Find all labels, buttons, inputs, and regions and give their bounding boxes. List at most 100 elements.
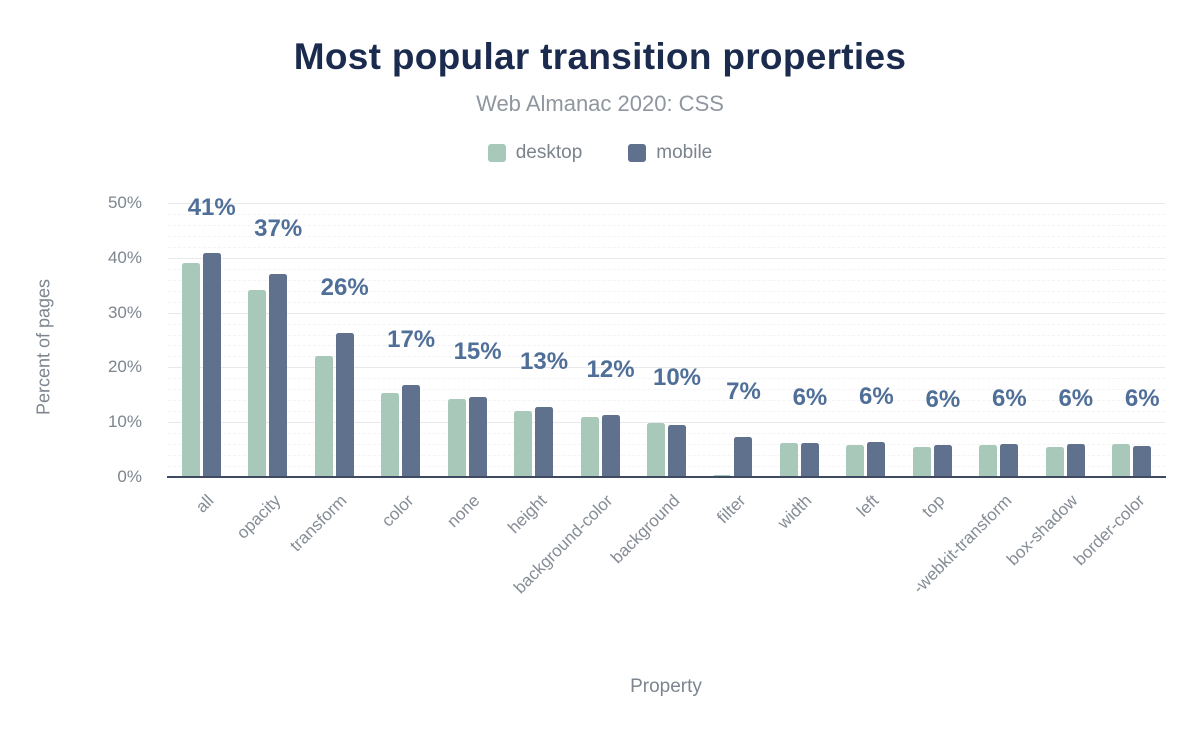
minor-gridline bbox=[168, 246, 1165, 248]
y-tick-label: 40% bbox=[107, 247, 142, 267]
minor-gridline bbox=[168, 455, 1165, 457]
major-gridline bbox=[168, 312, 1165, 314]
mobile-bar bbox=[535, 406, 554, 477]
y-tick-label: 30% bbox=[107, 302, 142, 322]
minor-gridline bbox=[168, 334, 1165, 336]
bar-group-transform bbox=[314, 332, 354, 477]
mobile-bar bbox=[668, 424, 686, 477]
minor-gridline bbox=[168, 224, 1165, 226]
plot-area bbox=[168, 203, 1165, 477]
desktop-bar bbox=[580, 416, 599, 477]
y-axis-title: Percent of pages bbox=[33, 278, 54, 416]
y-tick-label: 10% bbox=[107, 412, 142, 432]
minor-gridline bbox=[168, 279, 1165, 281]
mobile-bar bbox=[867, 442, 886, 477]
minor-gridline bbox=[168, 411, 1165, 413]
chart-subtitle: Web Almanac 2020: CSS bbox=[476, 91, 724, 116]
x-tick-label-filter: filter bbox=[713, 491, 750, 528]
legend-item-desktop: desktop bbox=[487, 142, 583, 164]
x-tick-label-height: height bbox=[503, 491, 550, 538]
mobile-bar bbox=[601, 414, 620, 477]
minor-gridline bbox=[168, 356, 1165, 358]
x-tick-label-top: top bbox=[918, 491, 949, 522]
mobile-bar bbox=[734, 437, 753, 477]
legend-item-mobile: mobile bbox=[628, 142, 712, 164]
bar-group-color bbox=[381, 384, 421, 477]
bar-group-background-color bbox=[580, 414, 620, 477]
desktop-bar bbox=[381, 393, 400, 477]
bar-group-none bbox=[447, 397, 487, 477]
legend-label-desktop: desktop bbox=[515, 142, 583, 163]
mobile-bar bbox=[202, 252, 221, 477]
minor-gridline bbox=[168, 400, 1165, 402]
bar-value-label: 10% bbox=[652, 364, 702, 392]
bar-group-left bbox=[846, 442, 886, 477]
mobile-bar bbox=[468, 397, 487, 477]
bar-value-label: 6% bbox=[925, 385, 961, 413]
desktop-bar bbox=[713, 474, 732, 477]
minor-gridline bbox=[168, 301, 1165, 303]
x-axis-line bbox=[167, 476, 1166, 478]
mobile-bar bbox=[933, 444, 952, 477]
x-tick-label-width: width bbox=[774, 491, 816, 533]
x-tick-label-all: all bbox=[192, 491, 218, 517]
x-tick-label-opacity: opacity bbox=[232, 491, 285, 543]
x-tick-label-color: color bbox=[377, 491, 418, 531]
bar-group-all bbox=[181, 252, 221, 477]
x-tick-label-left: left bbox=[852, 491, 883, 521]
minor-gridline bbox=[168, 433, 1165, 435]
desktop-bar bbox=[181, 262, 200, 477]
bar-value-label: 37% bbox=[254, 214, 303, 242]
bar-value-label: 15% bbox=[453, 338, 502, 365]
desktop-bar bbox=[248, 289, 267, 477]
minor-gridline bbox=[168, 345, 1165, 347]
bar-value-label: 13% bbox=[520, 347, 569, 375]
mobile-bar bbox=[1000, 444, 1019, 477]
minor-gridline bbox=[168, 290, 1165, 292]
bar-value-label: 7% bbox=[726, 378, 761, 405]
x-tick-label-none: none bbox=[443, 491, 484, 532]
bar-group--webkit-transform bbox=[979, 444, 1019, 477]
mobile-bar bbox=[269, 273, 288, 477]
bar-group-width bbox=[779, 443, 819, 477]
bar-group-background bbox=[647, 423, 686, 477]
major-gridline bbox=[168, 367, 1165, 369]
bar-value-label: 6% bbox=[792, 384, 828, 412]
minor-gridline bbox=[168, 466, 1165, 468]
bar-group-height bbox=[514, 406, 554, 477]
desktop-bar bbox=[647, 423, 665, 477]
desktop-bar bbox=[779, 443, 798, 477]
legend-swatch-mobile bbox=[628, 144, 647, 162]
minor-gridline bbox=[168, 389, 1165, 391]
mobile-bar bbox=[1133, 446, 1152, 477]
x-tick-label-background: background bbox=[606, 491, 683, 568]
mobile-bar bbox=[1066, 444, 1085, 477]
desktop-bar bbox=[514, 411, 533, 477]
bar-value-label: 6% bbox=[991, 385, 1027, 413]
legend-label-mobile: mobile bbox=[656, 142, 713, 163]
x-axis-title: Property bbox=[630, 676, 702, 697]
mobile-bar bbox=[335, 332, 354, 477]
y-tick-label: 20% bbox=[107, 357, 142, 377]
desktop-bar bbox=[1045, 446, 1064, 477]
x-tick-label-border-color: border-color bbox=[1069, 491, 1149, 570]
x-tick-label-transform: transform bbox=[286, 491, 351, 556]
x-tick-label-box-shadow: box-shadow bbox=[1003, 491, 1082, 570]
bar-value-label: 17% bbox=[387, 325, 436, 353]
desktop-bar bbox=[846, 444, 865, 477]
bar-group-opacity bbox=[248, 273, 288, 477]
desktop-bar bbox=[447, 398, 466, 477]
chart-title: Most popular transition properties bbox=[293, 36, 907, 77]
desktop-bar bbox=[912, 447, 931, 477]
major-gridline bbox=[168, 422, 1165, 424]
bar-group-box-shadow bbox=[1045, 444, 1085, 477]
bar-value-label: 41% bbox=[187, 193, 236, 221]
bar-group-border-color bbox=[1112, 444, 1152, 477]
bar-group-filter bbox=[713, 437, 753, 477]
desktop-bar bbox=[314, 356, 333, 477]
minor-gridline bbox=[168, 268, 1165, 270]
bar-value-label: 6% bbox=[1058, 385, 1094, 413]
minor-gridline bbox=[168, 444, 1165, 446]
minor-gridline bbox=[168, 235, 1165, 237]
